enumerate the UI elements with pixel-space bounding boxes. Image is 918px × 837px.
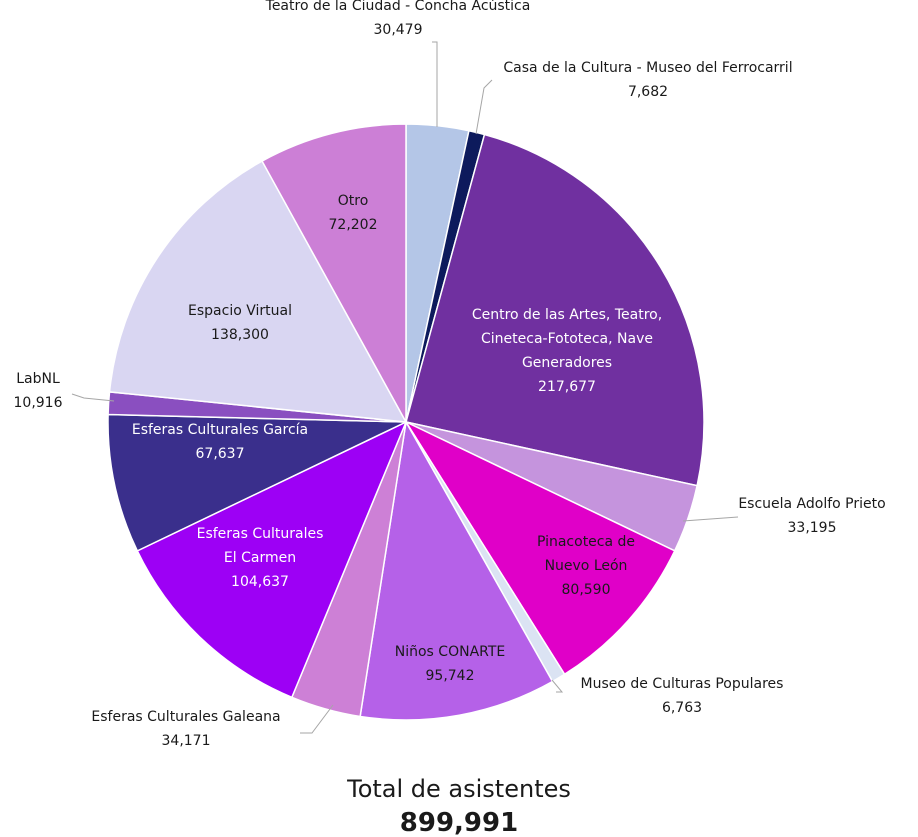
leader-line-esferas-culturales-galeana [300, 704, 334, 734]
pie-slice-ninos-conarte [359, 419, 554, 721]
slice-label-esferas-culturales-garcia: Esferas Culturales García 67,637 [132, 422, 308, 462]
pie-slice-esferas-culturales-el-carmen [136, 420, 408, 699]
slice-label-museo-de-culturas-populares: Museo de Culturas Populares 6,763 [581, 676, 784, 716]
slice-label-escuela-adolfo-prieto: Escuela Adolfo Prieto 33,195 [738, 496, 885, 536]
leader-lines-layer [71, 41, 739, 734]
slice-labels-layer: Teatro de la Ciudad - Concha Acústica 30,… [14, 0, 886, 749]
total-value: 899,991 [400, 808, 518, 837]
leader-line-labnl [71, 393, 115, 402]
leader-line-teatro-de-la-ciudad-concha-acustica [432, 41, 438, 127]
slice-label-centro-de-las-artes-teatro-cineteca-fototeca-nave-generadores: Centro de las Artes, Teatro, Cineteca-Fot… [472, 307, 662, 395]
slice-label-otro: Otro 72,202 [329, 193, 378, 233]
slice-label-ninos-conarte: Niños CONARTE 95,742 [395, 644, 506, 684]
pie-slice-esferas-culturales-garcia [107, 413, 407, 552]
pie-slice-espacio-virtual [108, 160, 408, 423]
slice-label-labnl: LabNL 10,916 [14, 371, 63, 411]
slices-layer [107, 123, 705, 721]
pie-slice-otro [261, 123, 407, 423]
leader-line-museo-de-culturas-populares [551, 679, 564, 693]
slice-label-pinacoteca-de-nuevo-leon: Pinacoteca de Nuevo León 80,590 [537, 534, 635, 598]
slice-label-espacio-virtual: Espacio Virtual 138,300 [188, 303, 292, 343]
slice-label-casa-de-la-cultura-museo-del-ferrocarril: Casa de la Cultura - Museo del Ferrocarr… [503, 60, 792, 100]
pie-slice-pinacoteca-de-nuevo-leon [403, 420, 676, 676]
pie-slice-centro-de-las-artes-teatro-cineteca-fototeca-nave-generadores [405, 133, 705, 487]
leader-line-casa-de-la-cultura-museo-del-ferrocarril [475, 79, 493, 135]
slice-label-esferas-culturales-galeana: Esferas Culturales Galeana 34,171 [91, 709, 280, 749]
total-label: Total de asistentes [346, 775, 571, 803]
slice-label-teatro-de-la-ciudad-concha-acustica: Teatro de la Ciudad - Concha Acústica 30,… [265, 0, 531, 38]
leader-line-escuela-adolfo-prieto [682, 516, 739, 522]
slice-label-esferas-culturales-el-carmen: Esferas Culturales El Carmen 104,637 [197, 526, 324, 590]
